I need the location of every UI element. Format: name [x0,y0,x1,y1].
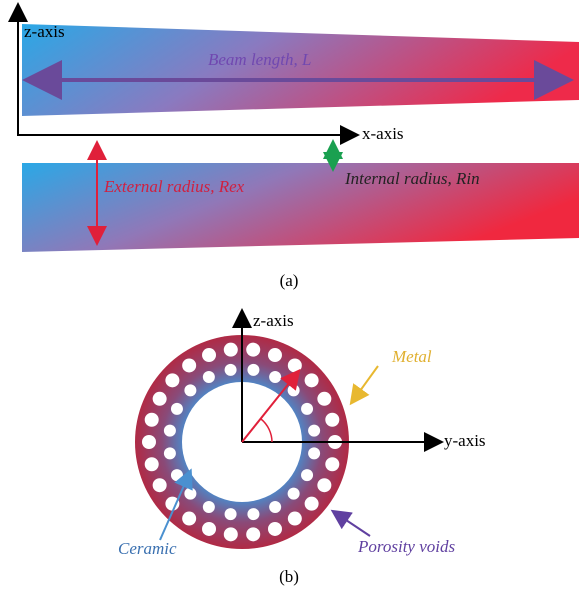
void [203,501,215,513]
void [317,478,331,492]
porosity-arrow [334,512,370,536]
void [246,527,260,541]
void [153,478,167,492]
porosity-label: Porosity voids [357,537,455,556]
void [325,457,339,471]
void [288,358,302,372]
void [224,343,238,357]
void [308,447,320,459]
void [268,522,282,536]
external-radius-label: External radius, Rex [103,177,245,196]
void [305,373,319,387]
x-axis-label: x-axis [362,124,404,143]
ceramic-label: Ceramic [118,539,177,558]
void [171,403,183,415]
void [225,364,237,376]
void [165,373,179,387]
void [325,413,339,427]
caption-a: (a) [280,271,299,290]
void [202,522,216,536]
void [142,435,156,449]
y-axis-label: y-axis [444,431,486,450]
void [164,447,176,459]
void [308,425,320,437]
theta-label: θ [276,414,284,433]
void [247,508,259,520]
void [288,512,302,526]
void [202,348,216,362]
void [145,457,159,471]
void [153,392,167,406]
void [164,425,176,437]
void [301,469,313,481]
diagram: z-axis Beam length, L x-axis External ra… [0,0,579,601]
z-axis-label-b: z-axis [253,311,294,330]
void [301,403,313,415]
void [182,358,196,372]
internal-radius-label: Internal radius, Rin [344,169,480,188]
caption-b: (b) [279,567,299,586]
void [182,512,196,526]
void [269,371,281,383]
void [224,527,238,541]
void [268,348,282,362]
beam-upper [22,24,579,116]
metal-label: Metal [391,347,432,366]
void [225,508,237,520]
void [184,384,196,396]
void [317,392,331,406]
void [246,343,260,357]
void [145,413,159,427]
void [288,488,300,500]
metal-arrow [352,366,378,402]
beam-length-label: Beam length, L [208,50,311,69]
void [305,497,319,511]
void [184,488,196,500]
void [203,371,215,383]
void [171,469,183,481]
void [269,501,281,513]
void [288,384,300,396]
void [247,364,259,376]
z-axis-label: z-axis [24,22,65,41]
